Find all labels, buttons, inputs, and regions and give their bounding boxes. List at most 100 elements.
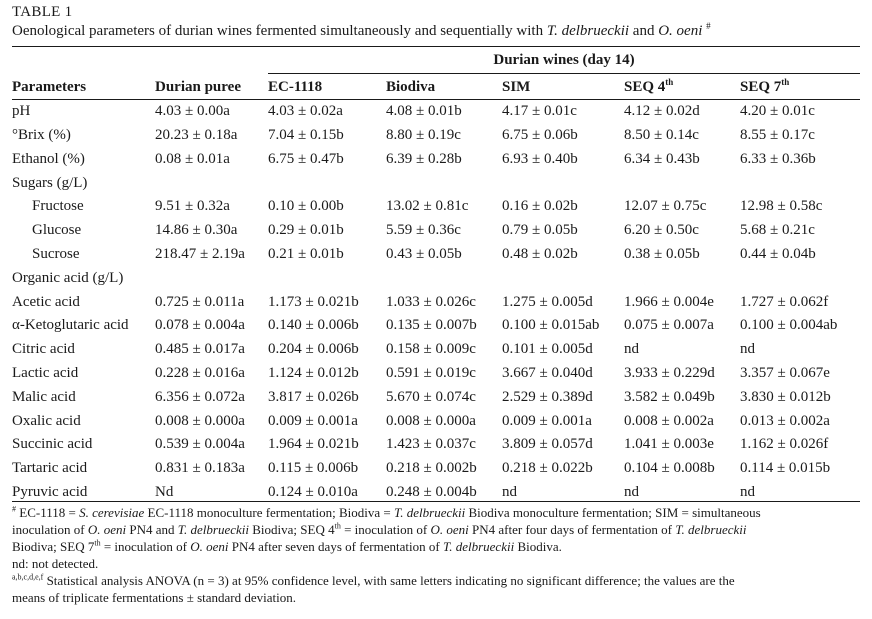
cell-biodiva: 13.02 ± 0.81c [386,198,469,215]
cell-ec1118 [268,171,386,195]
cell-puree: 218.47 ± 2.19a [155,245,245,262]
header-row: Parameters Durian puree EC-1118 Biodiva … [12,76,860,100]
col-parameters: Parameters [12,79,87,96]
cell-seq7: 0.100 ± 0.004ab [740,317,838,334]
cell-seq4 [624,266,740,290]
footnote-stats-2: means of triplicate fermentations ± stan… [12,590,297,605]
caption-species-1: T. delbrueckii [546,23,630,39]
table-row: pH 4.03 ± 0.00a 4.03 ± 0.02a 4.08 ± 0.01b 4.… [12,100,860,124]
row-label: Oxalic acid [12,412,81,429]
row-label: Fructose [32,198,84,215]
row-label: Tartaric acid [12,460,88,477]
cell-ec1118: 3.817 ± 0.026b [268,388,359,405]
cell-biodiva: 4.08 ± 0.01b [386,103,462,120]
cell-seq7: nd [740,483,755,500]
cell-sim: 0.16 ± 0.02b [502,198,578,215]
cell-biodiva: 5.670 ± 0.074c [386,388,476,405]
cell-seq4 [624,171,740,195]
table-row: Organic acid (g/L) [12,266,860,290]
cell-seq4: 3.933 ± 0.229d [624,364,715,381]
col-puree: Durian puree [155,79,241,96]
cell-seq4: 0.104 ± 0.008b [624,460,715,477]
cell-sim: 2.529 ± 0.389d [502,388,593,405]
cell-biodiva: 8.80 ± 0.19c [386,126,461,143]
cell-puree: 0.228 ± 0.016a [155,364,245,381]
cell-ec1118: 4.03 ± 0.02a [268,103,343,120]
table-row: Tartaric acid 0.831 ± 0.183a 0.115 ± 0.006… [12,457,860,481]
cell-biodiva: 6.39 ± 0.28b [386,150,462,167]
cell-seq4: 6.34 ± 0.43b [624,150,700,167]
footnote-abbrev-3: Biodiva; SEQ 7th = inoculation of O. oen… [12,538,562,554]
cell-sim: 4.17 ± 0.01c [502,103,577,120]
footnote-stats: a,b,c,d,e,f Statistical analysis ANOVA (… [12,572,735,588]
cell-ec1118: 0.009 ± 0.001a [268,412,358,429]
row-label: °Brix (%) [12,126,71,143]
data-table: Parameters Durian puree EC-1118 Biodiva … [12,76,860,504]
cell-seq7: 3.830 ± 0.012b [740,388,831,405]
cell-puree: 9.51 ± 0.32a [155,198,230,215]
cell-seq7: 6.33 ± 0.36b [740,150,816,167]
table-row: Glucose 14.86 ± 0.30a 0.29 ± 0.01b 5.59 ± 0… [12,219,860,243]
cell-seq7 [740,171,860,195]
col-biodiva: Biodiva [386,79,436,96]
cell-seq4: 3.582 ± 0.049b [624,388,715,405]
cell-puree: 0.831 ± 0.183a [155,460,245,477]
cell-seq7: 0.013 ± 0.002a [740,412,830,429]
bottom-rule [12,501,860,502]
cell-puree: 0.008 ± 0.000a [155,412,245,429]
row-label: Acetic acid [12,293,80,310]
group-rule [268,73,860,74]
cell-seq4: 12.07 ± 0.75c [624,198,707,215]
cell-seq7: 0.114 ± 0.015b [740,460,831,477]
table-row: Malic acid 6.356 ± 0.072a 3.817 ± 0.026b 5.… [12,385,860,409]
row-label: Pyruvic acid [12,483,88,500]
cell-sim: 1.275 ± 0.005d [502,293,593,310]
row-label: Ethanol (%) [12,150,85,167]
table-row: Succinic acid 0.539 ± 0.004a 1.964 ± 0.021… [12,433,860,457]
cell-seq7: 12.98 ± 0.58c [740,198,823,215]
cell-puree [155,171,268,195]
cell-biodiva: 1.033 ± 0.026c [386,293,476,310]
caption-text-2: and [629,23,659,39]
cell-puree: 4.03 ± 0.00a [155,103,230,120]
cell-seq7 [740,266,860,290]
cell-biodiva: 0.43 ± 0.05b [386,245,462,262]
table-row: Sucrose 218.47 ± 2.19a 0.21 ± 0.01b 0.43 ± … [12,243,860,267]
caption-mark: # [706,21,711,31]
cell-seq4: nd [624,483,639,500]
row-label: α-Ketoglutaric acid [12,317,129,334]
cell-seq7: nd [740,341,755,358]
col-ec1118: EC-1118 [268,79,323,96]
row-label: Organic acid (g/L) [12,269,124,286]
cell-puree: 0.485 ± 0.017a [155,341,245,358]
cell-seq4: 0.075 ± 0.007a [624,317,714,334]
cell-biodiva: 0.591 ± 0.019c [386,364,476,381]
cell-sim: 0.218 ± 0.022b [502,460,593,477]
group-header: Durian wines (day 14) [493,52,635,68]
cell-ec1118: 0.29 ± 0.01b [268,222,344,239]
table-row: Sugars (g/L) [12,171,860,195]
row-label: Lactic acid [12,364,79,381]
row-label: Sucrose [32,245,80,262]
cell-seq4: 0.008 ± 0.002a [624,412,714,429]
cell-puree: 0.539 ± 0.004a [155,436,245,453]
cell-puree: 14.86 ± 0.30a [155,222,238,239]
cell-sim: 3.809 ± 0.057d [502,436,593,453]
cell-puree: 0.725 ± 0.011a [155,293,245,310]
cell-ec1118: 7.04 ± 0.15b [268,126,344,143]
cell-sim: 3.667 ± 0.040d [502,364,593,381]
table-row: Fructose 9.51 ± 0.32a 0.10 ± 0.00b 13.02 ± … [12,195,860,219]
cell-seq4: 6.20 ± 0.50c [624,222,699,239]
cell-seq4: 0.38 ± 0.05b [624,245,700,262]
table-row: Citric acid 0.485 ± 0.017a 0.204 ± 0.006b 0… [12,338,860,362]
cell-sim: 0.48 ± 0.02b [502,245,578,262]
cell-sim: 6.75 ± 0.06b [502,126,578,143]
cell-ec1118: 0.124 ± 0.010a [268,483,358,500]
cell-seq4: 1.041 ± 0.003e [624,436,714,453]
cell-seq4: 8.50 ± 0.14c [624,126,699,143]
footnote-abbrev: # EC-1118 = S. cerevisiae EC-1118 monocu… [12,504,761,520]
cell-ec1118: 6.75 ± 0.47b [268,150,344,167]
table-row: Pyruvic acid Nd 0.124 ± 0.010a 0.248 ± 0.00… [12,481,860,505]
cell-ec1118: 0.115 ± 0.006b [268,460,359,477]
